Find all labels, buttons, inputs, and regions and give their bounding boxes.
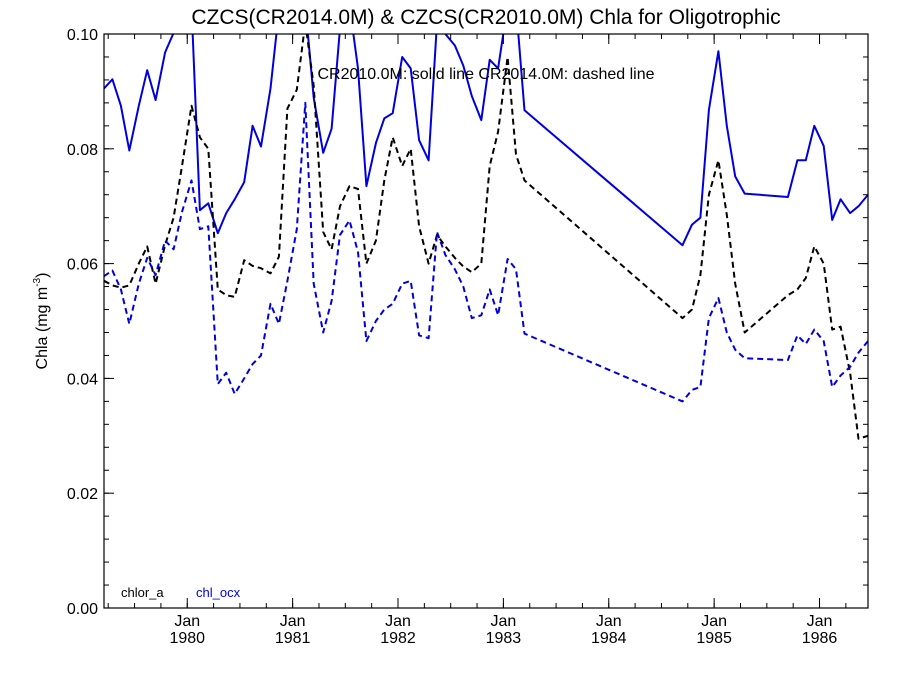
x-tick-label-month: Jan — [490, 613, 516, 630]
x-tick-label-month: Jan — [174, 613, 200, 630]
series-line-chl-ocx-dashed — [104, 101, 868, 403]
y-tick-label: 0.02 — [67, 486, 98, 503]
x-tick-label-month: Jan — [701, 613, 727, 630]
x-tick-label-year: 1985 — [696, 630, 732, 647]
y-axis-label-superscript: -3 — [32, 277, 43, 286]
x-tick-label-month: Jan — [280, 613, 306, 630]
x-axis: Jan1980Jan1981Jan1982Jan1983Jan1984Jan19… — [107, 34, 847, 647]
x-tick-label-month: Jan — [807, 613, 833, 630]
x-tick-label-year: 1986 — [802, 630, 838, 647]
y-tick-label: 0.04 — [67, 371, 98, 388]
y-axis-label: Chla (mg m-3) — [32, 273, 51, 370]
legend-chl-ocx: chl_ocx — [196, 585, 241, 600]
y-tick-label: 0.06 — [67, 257, 98, 274]
series-line-chlor-a-dashed — [104, 34, 868, 440]
x-tick-label-year: 1983 — [486, 630, 522, 647]
y-axis: 0.00 0.02 0.04 0.06 0.08 0.10 — [67, 27, 868, 618]
y-axis-label-close: ) — [34, 273, 51, 278]
chart-title: CZCS(CR2014.0M) & CZCS(CR2010.0M) Chla f… — [191, 6, 780, 29]
x-tick-label-year: 1981 — [275, 630, 311, 647]
x-tick-label-month: Jan — [596, 613, 622, 630]
y-axis-label-main: Chla (mg m — [34, 287, 51, 370]
x-tick-label-year: 1982 — [380, 630, 416, 647]
y-tick-label: 0.00 — [67, 601, 98, 618]
y-tick-label: 0.08 — [67, 142, 98, 159]
y-tick-label: 0.10 — [67, 27, 98, 44]
plot-frame — [103, 33, 869, 609]
x-tick-label-year: 1980 — [169, 630, 205, 647]
x-tick-label-year: 1984 — [591, 630, 627, 647]
series-layer — [104, 34, 868, 440]
line-style-annotation: CR2010.0M: solid line CR2014.0M: dashed … — [317, 66, 654, 83]
x-tick-label-month: Jan — [385, 613, 411, 630]
legend-chlor-a: chlor_a — [121, 585, 164, 600]
series-line-chl-ocx-solid — [104, 34, 868, 247]
